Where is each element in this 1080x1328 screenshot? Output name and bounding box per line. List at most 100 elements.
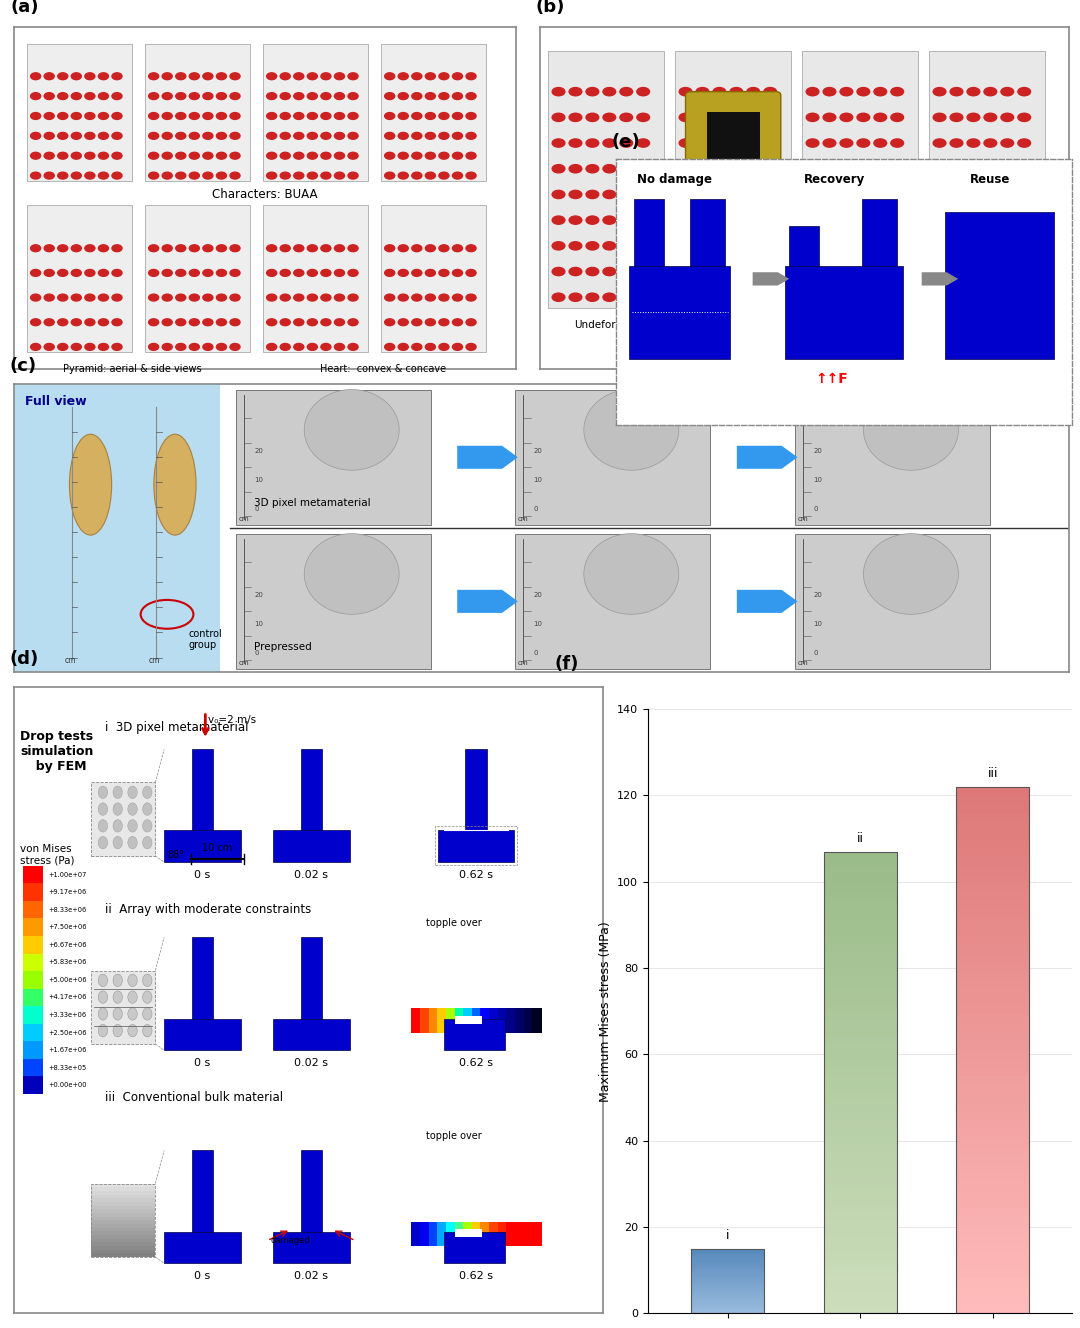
Circle shape bbox=[98, 113, 108, 120]
Circle shape bbox=[348, 344, 359, 351]
Ellipse shape bbox=[584, 534, 679, 615]
Bar bbox=[91, 1187, 156, 1191]
Bar bbox=[262, 205, 368, 352]
Bar bbox=[23, 900, 43, 919]
Circle shape bbox=[891, 242, 904, 250]
Bar bbox=[824, 1143, 896, 1151]
Bar bbox=[929, 50, 1045, 308]
Circle shape bbox=[335, 244, 345, 252]
Circle shape bbox=[384, 293, 394, 301]
Bar bbox=[23, 866, 43, 883]
Bar bbox=[789, 226, 819, 266]
Circle shape bbox=[85, 113, 95, 120]
Circle shape bbox=[267, 319, 276, 325]
Bar bbox=[191, 938, 213, 1019]
Circle shape bbox=[730, 165, 743, 173]
Bar bbox=[957, 805, 1029, 813]
Circle shape bbox=[308, 133, 318, 139]
Bar bbox=[824, 1106, 896, 1113]
Circle shape bbox=[216, 293, 227, 301]
Circle shape bbox=[162, 173, 172, 179]
Circle shape bbox=[162, 270, 172, 276]
Bar bbox=[824, 944, 896, 952]
Bar bbox=[824, 1175, 896, 1182]
Bar bbox=[532, 1008, 542, 1033]
Ellipse shape bbox=[143, 786, 152, 798]
Circle shape bbox=[149, 153, 159, 159]
Circle shape bbox=[453, 344, 462, 351]
Bar bbox=[824, 959, 896, 967]
Bar bbox=[455, 1016, 482, 1024]
Circle shape bbox=[30, 270, 41, 276]
Circle shape bbox=[933, 190, 946, 199]
Circle shape bbox=[586, 293, 598, 301]
Circle shape bbox=[44, 270, 54, 276]
Text: Undeformed: Undeformed bbox=[573, 320, 638, 329]
Ellipse shape bbox=[127, 803, 137, 815]
Bar bbox=[23, 971, 43, 989]
Bar bbox=[824, 1052, 896, 1060]
Circle shape bbox=[713, 267, 726, 276]
Bar bbox=[957, 980, 1029, 988]
Circle shape bbox=[823, 216, 836, 224]
Ellipse shape bbox=[98, 975, 108, 987]
Text: +4.17e+06: +4.17e+06 bbox=[49, 995, 86, 1000]
Circle shape bbox=[764, 267, 777, 276]
Circle shape bbox=[149, 293, 159, 301]
Ellipse shape bbox=[69, 434, 111, 535]
Bar bbox=[957, 1304, 1029, 1313]
Circle shape bbox=[57, 244, 68, 252]
Bar bbox=[957, 875, 1029, 883]
Circle shape bbox=[840, 190, 853, 199]
Circle shape bbox=[30, 73, 41, 80]
Circle shape bbox=[730, 242, 743, 250]
Circle shape bbox=[280, 173, 291, 179]
Circle shape bbox=[747, 88, 759, 96]
Bar bbox=[824, 1068, 896, 1074]
Bar bbox=[690, 199, 725, 266]
Circle shape bbox=[967, 88, 980, 96]
Bar bbox=[824, 1167, 896, 1175]
Circle shape bbox=[44, 173, 54, 179]
Bar bbox=[706, 113, 759, 198]
Ellipse shape bbox=[98, 1024, 108, 1037]
Bar bbox=[380, 44, 486, 181]
Circle shape bbox=[891, 190, 904, 199]
Bar bbox=[23, 954, 43, 971]
Circle shape bbox=[679, 242, 692, 250]
Circle shape bbox=[149, 113, 159, 120]
Circle shape bbox=[764, 190, 777, 199]
Ellipse shape bbox=[127, 975, 137, 987]
Bar bbox=[498, 1008, 508, 1033]
Circle shape bbox=[280, 319, 291, 325]
Ellipse shape bbox=[305, 534, 400, 615]
Bar bbox=[824, 906, 896, 914]
Text: 10 cm: 10 cm bbox=[202, 843, 232, 853]
Bar bbox=[191, 749, 213, 830]
Ellipse shape bbox=[863, 389, 958, 470]
Circle shape bbox=[85, 319, 95, 325]
Text: i: i bbox=[726, 1230, 729, 1242]
Text: 0: 0 bbox=[534, 649, 538, 656]
Bar bbox=[957, 1138, 1029, 1146]
Circle shape bbox=[713, 242, 726, 250]
Circle shape bbox=[467, 319, 476, 325]
Circle shape bbox=[586, 139, 598, 147]
Bar bbox=[91, 1210, 156, 1212]
Bar bbox=[957, 1007, 1029, 1015]
Circle shape bbox=[348, 113, 359, 120]
Circle shape bbox=[453, 133, 462, 139]
Text: control
group: control group bbox=[188, 628, 221, 651]
Text: ↑↑F: ↑↑F bbox=[815, 372, 849, 386]
Circle shape bbox=[149, 344, 159, 351]
Circle shape bbox=[603, 216, 616, 224]
Text: +5.83e+06: +5.83e+06 bbox=[49, 959, 86, 965]
Circle shape bbox=[294, 173, 303, 179]
Bar bbox=[91, 1195, 156, 1198]
Ellipse shape bbox=[143, 991, 152, 1004]
Circle shape bbox=[335, 344, 345, 351]
Circle shape bbox=[85, 133, 95, 139]
Circle shape bbox=[467, 244, 476, 252]
Bar bbox=[489, 1008, 499, 1033]
Circle shape bbox=[552, 190, 565, 199]
